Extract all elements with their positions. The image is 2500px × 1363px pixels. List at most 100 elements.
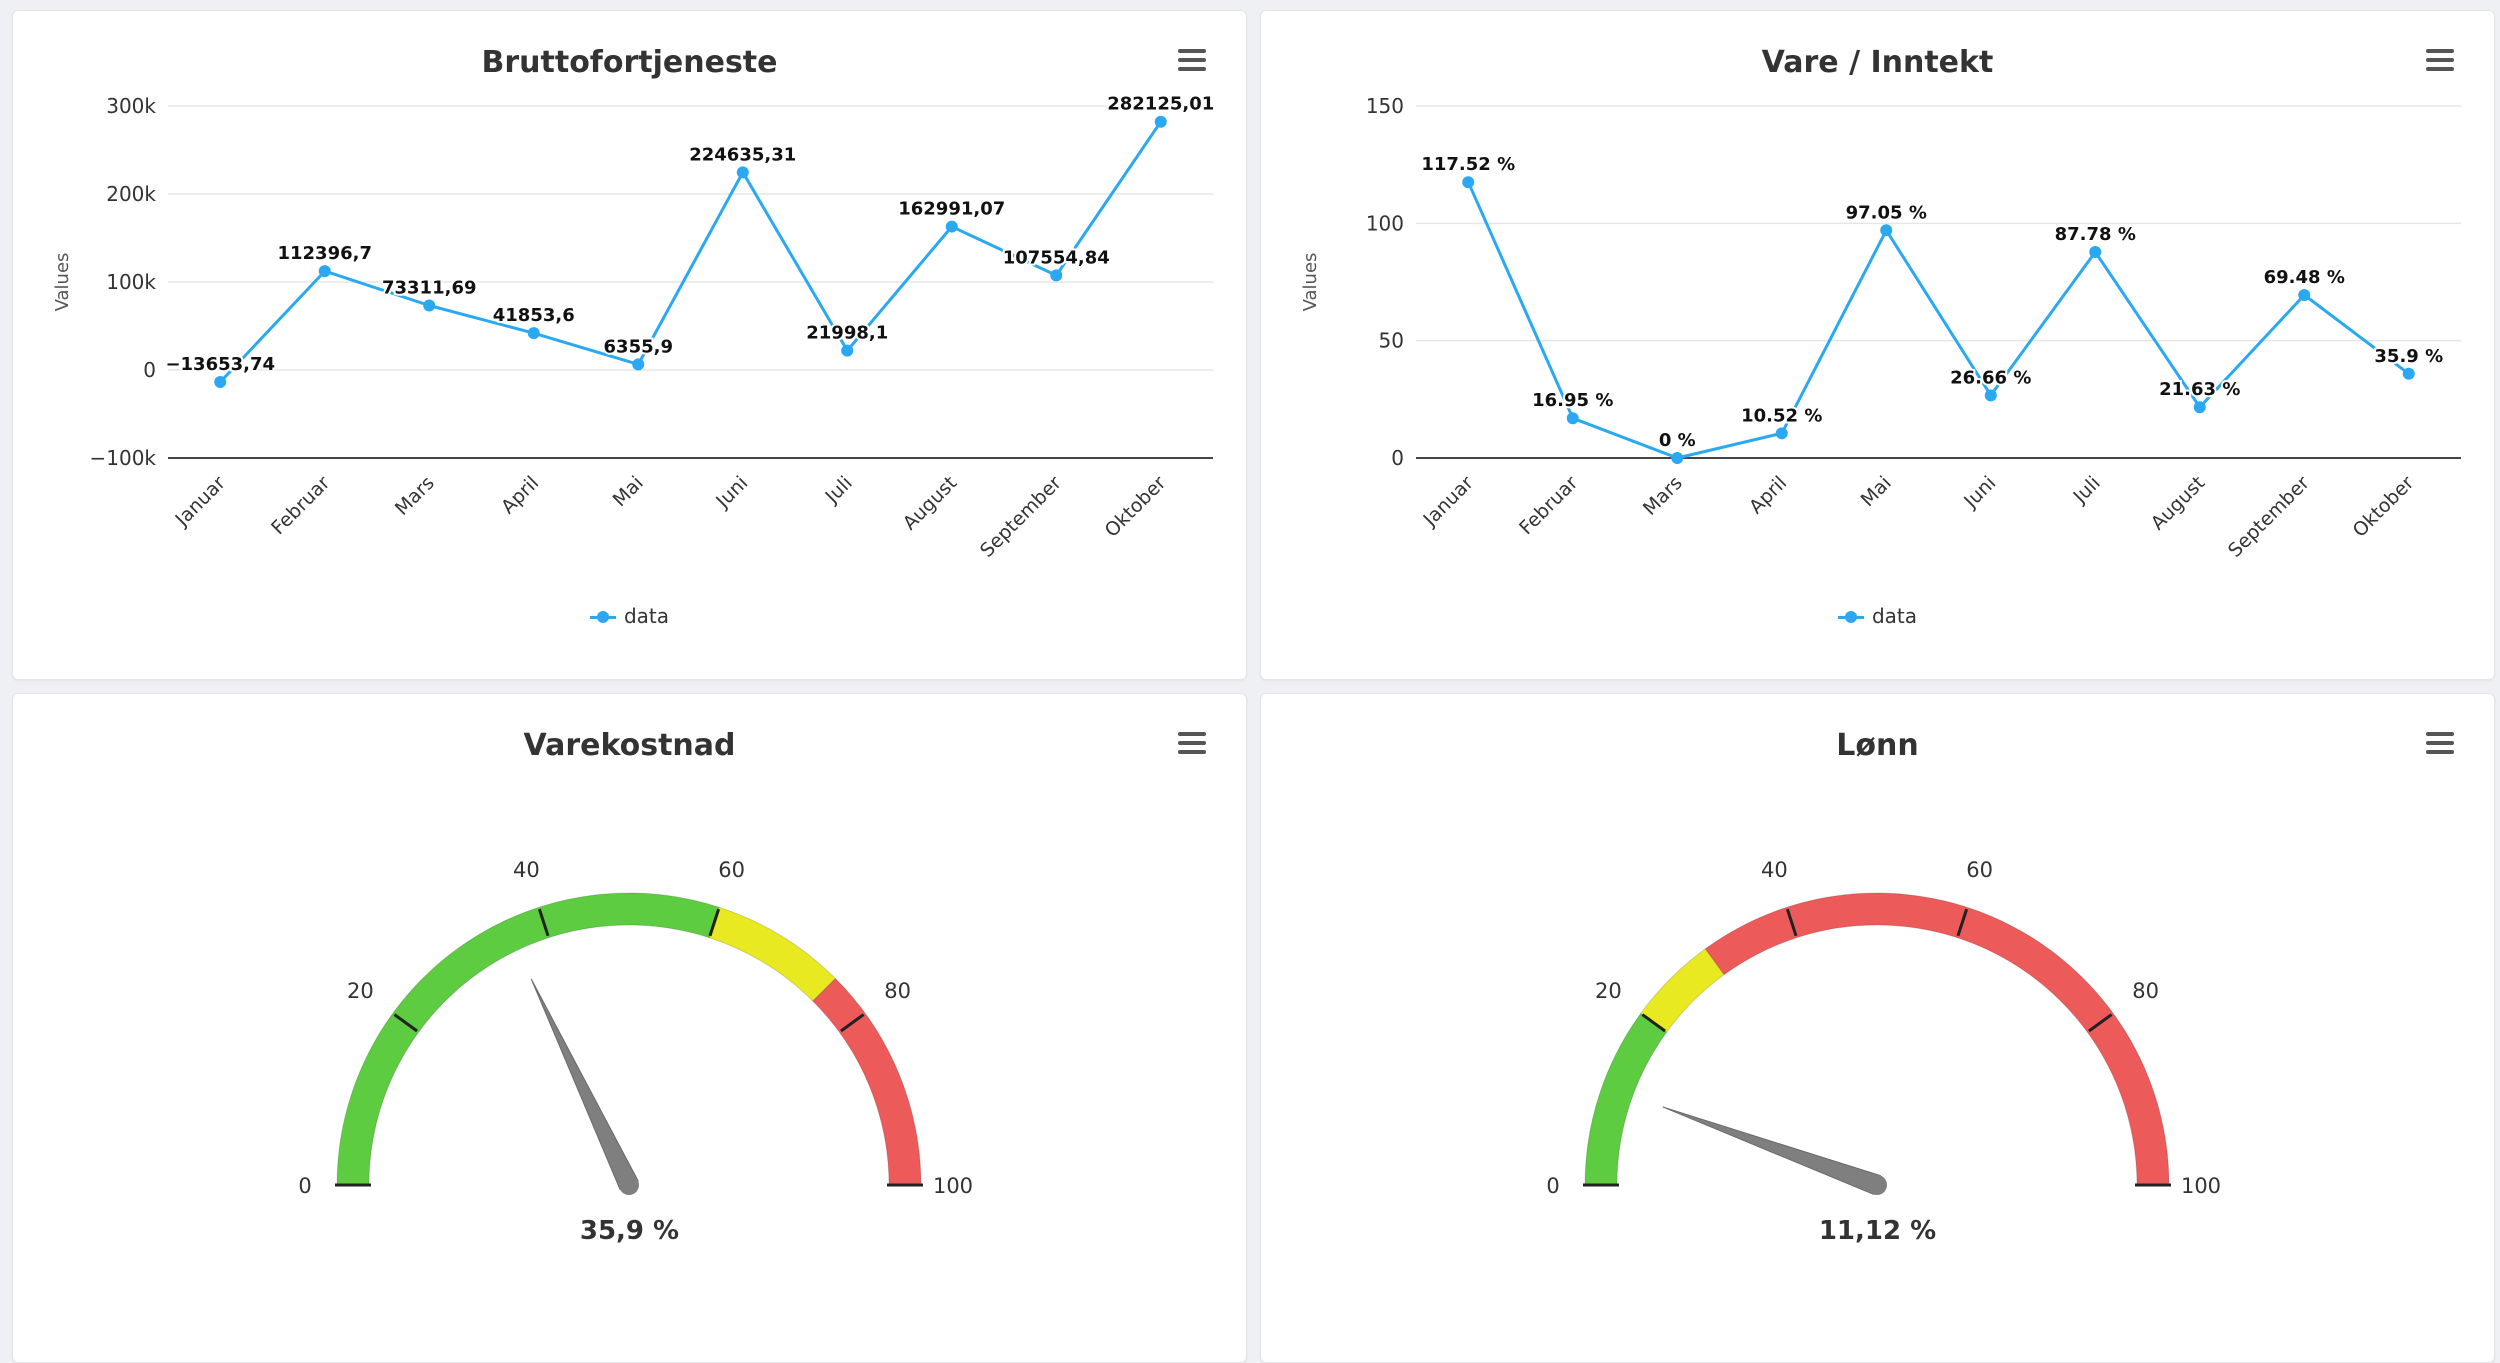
x-tick-label: August [2147, 472, 2210, 535]
x-tick-label: Januar [171, 472, 230, 531]
data-label: 97.05 % [1846, 202, 1927, 223]
gauge-tick [840, 1013, 865, 1033]
gauge-tick-label: 80 [884, 979, 911, 1003]
gauge-tick [1956, 908, 1969, 937]
data-point [945, 220, 958, 233]
line-chart-vare-inntekt: Values 0 50 100 150 Januar Februar Mars April Mai… [1300, 94, 2461, 562]
gauge-panel-lonn: Lønn 0 20 40 60 80 100 11,12 % [1260, 693, 2495, 1363]
series-line [219, 120, 1163, 384]
y-axis-label: Values [1300, 253, 1321, 312]
x-tick-label: Mars [391, 472, 439, 520]
gauge-band [1704, 892, 2170, 1186]
y-tick-label: 0 [1391, 446, 1404, 470]
chart-title: Bruttofortjeneste [481, 45, 778, 80]
data-label: 10.52 % [1741, 405, 1822, 426]
y-axis-label: Values [52, 253, 73, 312]
data-point [1154, 115, 1167, 128]
data-point [1775, 427, 1788, 440]
gauge-tick-label: 40 [1761, 858, 1788, 882]
data-label: 87.78 % [2055, 224, 2136, 245]
data-label: 6355,9 [604, 336, 673, 357]
gauge-band [1584, 1012, 1668, 1186]
chart-title: Vare / Inntekt [1761, 45, 1994, 80]
gauge-tick [537, 908, 550, 937]
y-tick-label: 0 [143, 358, 156, 382]
data-label: 73311,69 [382, 277, 477, 298]
data-label: 107554,84 [1003, 247, 1110, 268]
x-tick-label: Oktober [1101, 472, 1171, 542]
gauge-pivot [1867, 1175, 1887, 1195]
x-tick-label: Februar [1515, 472, 1582, 539]
gauge-lonn: 0 20 40 60 80 100 [1546, 858, 2221, 1198]
data-point [1566, 412, 1579, 425]
data-point [527, 327, 540, 340]
chart-title: Varekostnad [523, 728, 736, 763]
data-point [2298, 288, 2311, 301]
gauge-pivot [619, 1175, 639, 1195]
chart-legend[interactable]: data [13, 604, 1246, 628]
data-label: 224635,31 [689, 144, 796, 165]
gauge-value-label: 11,12 % [1818, 1216, 1937, 1246]
chart-menu-icon[interactable] [1178, 49, 1206, 73]
data-point [2193, 401, 2206, 414]
data-label: 21.63 % [2159, 379, 2240, 400]
gauge-tick-label: 100 [2181, 1174, 2221, 1198]
data-point [632, 358, 645, 371]
gauge-tick-label: 0 [298, 1174, 311, 1198]
data-label: 26.66 % [1950, 367, 2031, 388]
chart-menu-icon[interactable] [2426, 732, 2454, 756]
gauge-needle [530, 978, 639, 1190]
data-point [423, 299, 436, 312]
data-label: 0 % [1659, 430, 1696, 451]
gauge-tick [708, 908, 721, 937]
data-label: 16.95 % [1532, 390, 1613, 411]
y-tick-label: −100k [89, 446, 156, 470]
chart-menu-icon[interactable] [1178, 732, 1206, 756]
x-tick-label: Oktober [2349, 472, 2419, 542]
y-tick-label: 100 [1366, 211, 1404, 235]
x-tick-label: Juni [1959, 472, 2000, 513]
x-tick-label: September [976, 472, 1066, 562]
data-point [1462, 176, 1475, 189]
gauge-band [812, 977, 922, 1186]
gauge-needle [1662, 1106, 1882, 1196]
data-label: 41853,6 [493, 305, 575, 326]
gauge-tick-label: 20 [347, 979, 374, 1003]
gauge-tick-label: 80 [2132, 979, 2159, 1003]
data-label: 21998,1 [806, 323, 888, 344]
x-tick-label: April [1745, 472, 1791, 518]
gauge-tick-label: 0 [1546, 1174, 1559, 1198]
gauge-tick-label: 20 [1595, 979, 1622, 1003]
gauge-tick [2088, 1013, 2113, 1033]
chart-panel-bruttofortjeneste: Bruttofortjeneste Values −100k 0 100k 200k 30… [12, 10, 1247, 680]
chart-menu-icon[interactable] [2426, 49, 2454, 73]
data-label: −13653,74 [165, 354, 275, 375]
x-tick-label: Mars [1639, 472, 1687, 520]
x-tick-label: Juli [821, 472, 857, 508]
legend-label: data [623, 604, 670, 628]
x-tick-label: Juli [2069, 472, 2105, 508]
x-tick-label: April [497, 472, 543, 518]
gauge-tick [1641, 1013, 1666, 1033]
gauge-tick-label: 40 [513, 858, 540, 882]
line-chart-bruttofortjeneste: Values −100k 0 100k 200k 300k Januar Februar Mar… [52, 92, 1216, 562]
data-point [1880, 224, 1893, 237]
data-point [214, 376, 227, 389]
chart-legend[interactable]: data [1261, 604, 2494, 628]
gauge-value-label: 35,9 % [579, 1216, 680, 1246]
legend-line-icon [589, 611, 616, 623]
data-point [1984, 389, 1997, 402]
gauge-tick-label: 100 [933, 1174, 973, 1198]
gauge-tick [1785, 908, 1798, 937]
y-tick-label: 200k [106, 182, 156, 206]
x-tick-label: Februar [267, 472, 334, 539]
x-tick-label: Juni [711, 472, 752, 513]
data-label: 35.9 % [2374, 346, 2443, 367]
data-point [1050, 269, 1063, 282]
legend-label: data [1871, 604, 1918, 628]
data-point [736, 166, 749, 179]
x-tick-label: Mai [609, 472, 648, 511]
gauge-tick-label: 60 [718, 858, 745, 882]
gauge-band [336, 892, 720, 1186]
x-tick-label: August [899, 472, 962, 535]
